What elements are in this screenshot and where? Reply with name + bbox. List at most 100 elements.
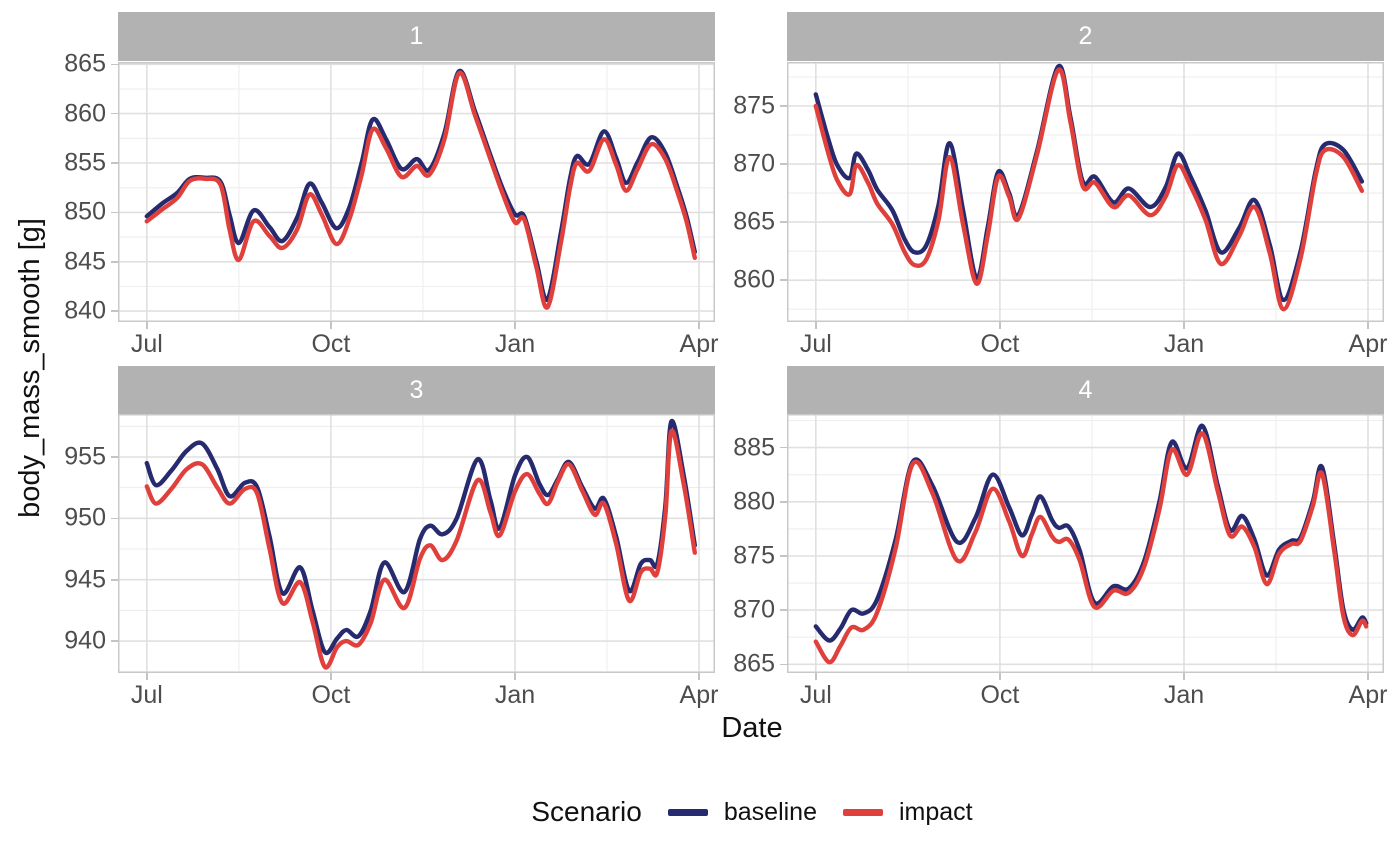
y-tick-mark [780, 221, 787, 223]
x-tick-label: Apr [679, 681, 719, 709]
y-tick-label: 855 [64, 148, 106, 177]
legend-label: impact [899, 797, 973, 826]
y-tick-label: 860 [64, 99, 106, 128]
y-tick-mark [111, 579, 118, 581]
legend-entry-baseline: baseline [667, 797, 817, 827]
x-tick-mark [146, 322, 148, 329]
x-tick-mark [1183, 322, 1185, 329]
y-tick-label: 870 [733, 595, 775, 624]
x-tick-label: Oct [980, 681, 1020, 709]
x-tick-label: Jan [494, 681, 536, 709]
y-tick-mark [111, 112, 118, 115]
facet-strip-label: 3 [409, 376, 424, 404]
x-tick-mark [999, 673, 1001, 680]
y-tick-mark [780, 105, 787, 107]
facet-strip-label: 1 [409, 22, 424, 50]
plot-area [787, 62, 1384, 322]
legend-key-line-baseline [667, 808, 708, 816]
x-tick-mark [999, 322, 1001, 329]
y-tick-label: 885 [733, 433, 775, 462]
x-tick-mark [1367, 673, 1369, 680]
y-tick-mark [780, 501, 787, 503]
x-tick-mark [698, 673, 700, 680]
y-tick-mark [780, 609, 787, 611]
y-axis-title: body_mass_smooth [g] [14, 218, 46, 518]
y-tick-label: 950 [64, 503, 106, 532]
y-tick-mark [111, 63, 118, 65]
y-tick-mark [780, 446, 787, 449]
x-tick-mark [815, 673, 817, 680]
x-tick-label: Jul [130, 681, 163, 709]
plot-area [787, 414, 1384, 673]
y-tick-mark [111, 261, 118, 263]
y-tick-label: 850 [64, 197, 106, 226]
x-tick-mark [146, 673, 148, 680]
plot-area [118, 62, 715, 322]
series-line-baseline [144, 419, 697, 656]
x-tick-label: Apr [679, 330, 719, 358]
y-tick-mark [780, 663, 787, 666]
facet-panel-1 [118, 62, 715, 322]
x-tick-mark [514, 673, 516, 680]
series-line-impact [813, 67, 1365, 312]
x-tick-mark [514, 322, 516, 329]
facet-panel-4 [787, 414, 1384, 673]
y-tick-label: 865 [733, 207, 775, 236]
y-tick-mark [111, 310, 118, 312]
panel-border [118, 62, 715, 322]
series-line-impact [144, 428, 697, 670]
x-axis-title-wrap: Date [104, 712, 1400, 745]
x-tick-mark [815, 322, 817, 329]
y-tick-label: 860 [733, 265, 775, 294]
x-tick-mark [330, 322, 332, 329]
series-line-impact [813, 431, 1369, 665]
x-tick-label: Oct [980, 330, 1020, 358]
facet-strip-1: 1 [118, 12, 715, 61]
y-tick-label: 880 [733, 487, 775, 516]
plot-area [118, 414, 715, 673]
facet-strip-4: 4 [787, 366, 1384, 415]
y-tick-mark [780, 163, 787, 165]
y-tick-mark [111, 517, 118, 520]
x-axis-title: Date [721, 712, 783, 744]
y-tick-label: 940 [64, 626, 106, 655]
y-tick-mark [111, 640, 118, 642]
y-tick-mark [780, 555, 787, 557]
legend-label: baseline [723, 797, 817, 826]
series-line-impact [144, 70, 697, 310]
facet-panel-3 [118, 414, 715, 673]
x-tick-label: Oct [311, 681, 351, 709]
x-tick-label: Jan [1163, 681, 1205, 709]
x-tick-mark [1367, 322, 1369, 329]
facet-panel-2 [787, 62, 1384, 322]
x-tick-mark [1183, 673, 1185, 680]
x-tick-label: Apr [1348, 330, 1388, 358]
y-tick-label: 955 [64, 442, 106, 471]
facet-strip-2: 2 [787, 12, 1384, 61]
y-tick-label: 840 [64, 296, 106, 325]
series-line-baseline [144, 68, 697, 302]
x-tick-mark [698, 322, 700, 329]
x-tick-label: Jan [1163, 330, 1205, 358]
legend: Scenario baseline impact [104, 790, 1400, 834]
y-tick-label: 845 [64, 247, 106, 276]
x-tick-mark [330, 673, 332, 680]
x-tick-label: Apr [1348, 681, 1388, 709]
panel-border [787, 414, 1384, 673]
y-tick-label: 870 [733, 149, 775, 178]
y-tick-label: 875 [733, 91, 775, 120]
series-line-baseline [813, 63, 1365, 303]
y-tick-label: 865 [733, 649, 775, 678]
x-tick-label: Jul [799, 681, 832, 709]
x-tick-label: Jul [130, 330, 163, 358]
panel-border [118, 414, 715, 673]
x-tick-label: Oct [311, 330, 351, 358]
facet-strip-label: 4 [1078, 376, 1093, 404]
y-tick-mark [111, 162, 118, 164]
x-tick-label: Jul [799, 330, 832, 358]
x-tick-label: Jan [494, 330, 536, 358]
facet-strip-label: 2 [1078, 22, 1093, 50]
y-tick-label: 945 [64, 565, 106, 594]
y-tick-label: 875 [733, 541, 775, 570]
